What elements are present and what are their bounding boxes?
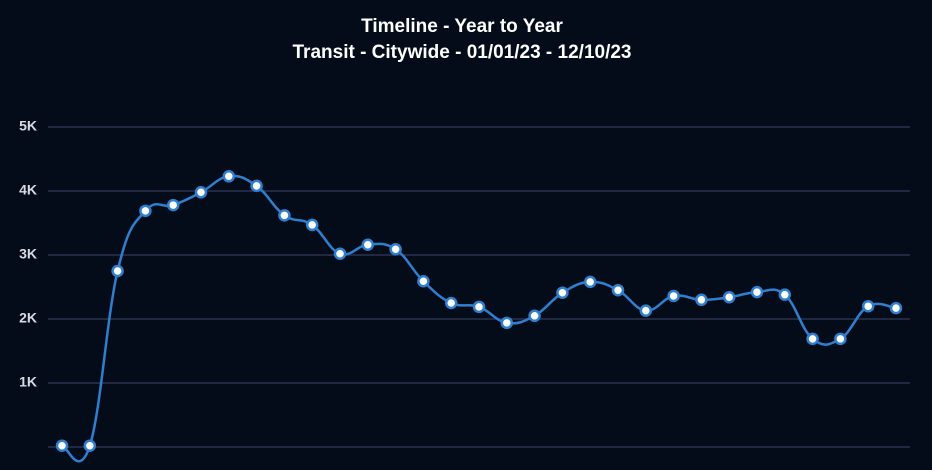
data-point <box>278 209 291 222</box>
data-point <box>139 204 152 218</box>
data-point <box>556 286 569 300</box>
data-point <box>83 439 97 452</box>
data-point <box>472 300 486 314</box>
data-point <box>667 289 680 303</box>
data-point <box>166 198 180 212</box>
chart-subtitle: Transit - Citywide - 01/01/23 - 12/10/23 <box>293 42 632 63</box>
data-point <box>111 264 124 278</box>
data-point <box>750 285 764 299</box>
data-point <box>639 304 653 317</box>
data-point <box>528 309 541 323</box>
data-point <box>222 170 236 183</box>
chart-title: Timeline - Year to Year <box>361 16 563 37</box>
y-tick-label: 3K <box>19 246 37 262</box>
data-point <box>806 332 819 346</box>
y-tick-label: 4K <box>19 182 37 198</box>
data-point <box>889 301 903 315</box>
data-point <box>695 293 708 307</box>
y-tick-label: 5K <box>19 118 37 134</box>
data-point <box>834 332 847 346</box>
data-point <box>861 299 875 313</box>
data-point <box>722 290 736 304</box>
data-point <box>250 179 263 193</box>
data-point <box>417 274 430 288</box>
data-point <box>611 283 625 297</box>
data-point <box>194 186 208 199</box>
data-point <box>389 242 402 256</box>
data-point <box>778 288 792 301</box>
data-point <box>500 316 514 330</box>
data-point <box>333 247 347 260</box>
data-point <box>583 275 597 289</box>
data-point <box>305 218 319 232</box>
y-tick-label: 2K <box>19 310 37 326</box>
y-tick-label: 1K <box>19 374 37 390</box>
data-point <box>55 439 69 452</box>
data-point <box>361 238 375 252</box>
data-point <box>444 296 458 310</box>
